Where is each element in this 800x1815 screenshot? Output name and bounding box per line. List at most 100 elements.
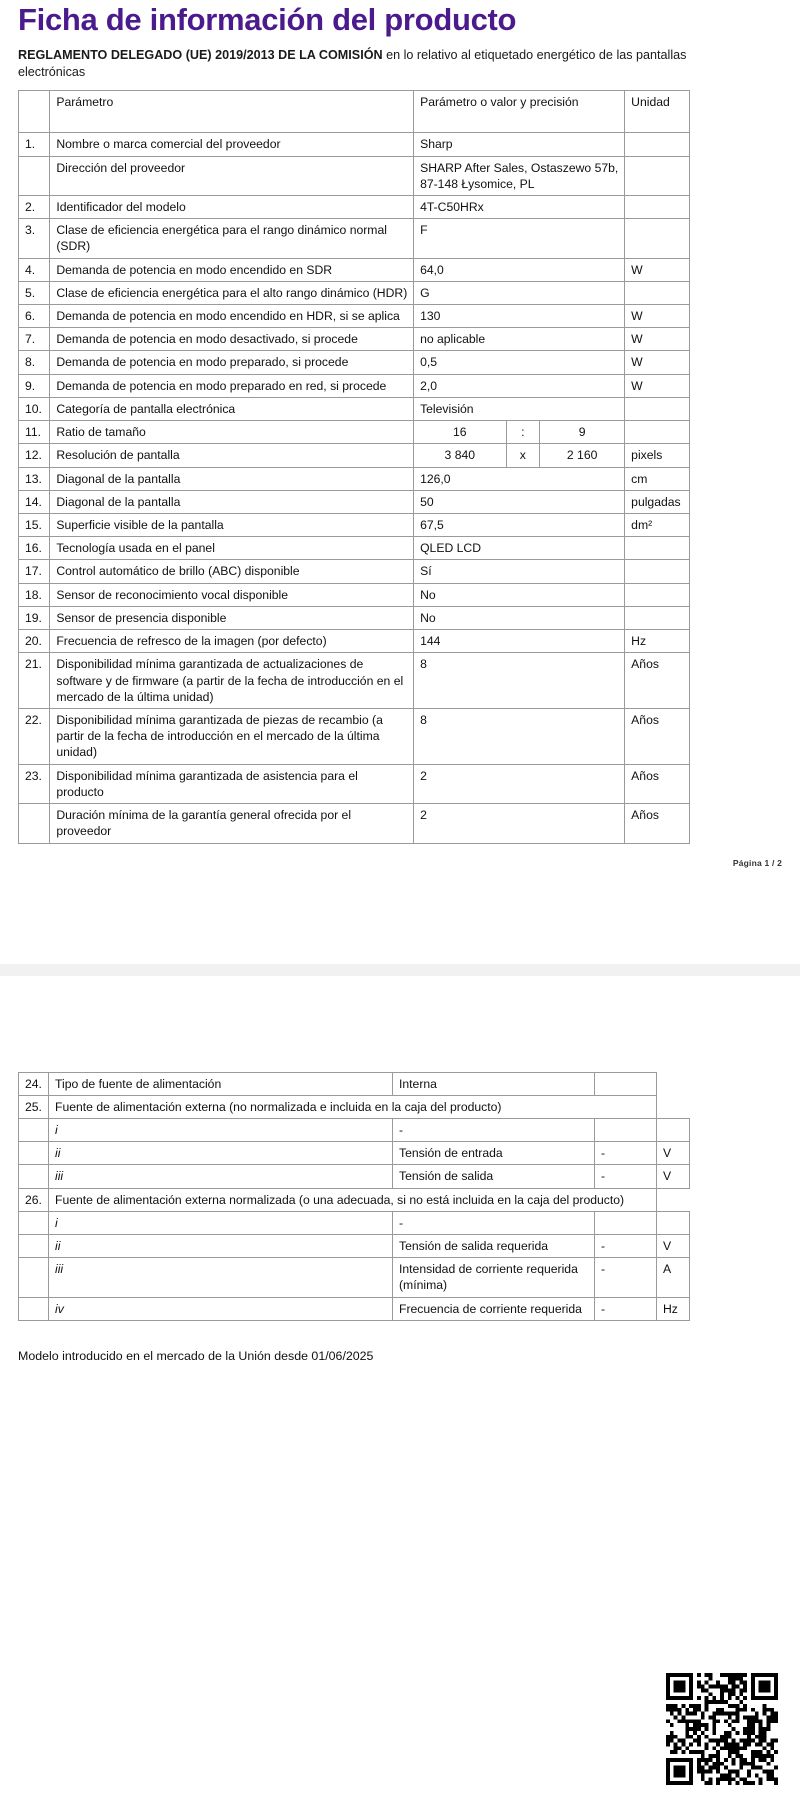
row-number: 9.	[17, 373, 51, 398]
row-number: 23.	[17, 763, 51, 805]
row-number: 24.	[18, 1071, 49, 1096]
qr-code-icon	[666, 1673, 778, 1785]
row-value: SHARP After Sales, Ostaszewo 57b, 87-148…	[413, 155, 626, 196]
table-row: ii Tensión de salida requerida - V	[18, 1234, 690, 1259]
row-unit	[624, 582, 690, 607]
row-unit: A	[656, 1257, 690, 1298]
product-information-sheet: Ficha de información del producto REGLAM…	[0, 3, 800, 1815]
row-unit: Años	[624, 803, 690, 844]
row-unit: W	[624, 373, 690, 398]
row-number: 17.	[17, 559, 51, 584]
row-number	[18, 1234, 49, 1259]
row-unit: W	[624, 257, 690, 282]
table-row: 19. Sensor de presencia disponible No	[17, 605, 690, 631]
row-parameter: Fuente de alimentación externa (no norma…	[48, 1094, 657, 1119]
row-unit: W	[624, 327, 690, 352]
table-row: ii Tensión de entrada - V	[18, 1141, 690, 1166]
row-unit	[624, 132, 690, 157]
row-unit: cm	[624, 466, 690, 491]
row-parameter: Dirección del proveedor	[49, 155, 415, 196]
table-row: 5. Clase de eficiencia energética para el…	[17, 280, 690, 306]
row-number: 25.	[18, 1094, 49, 1119]
page-break-gap	[0, 868, 800, 964]
row-parameter: Sensor de reconocimiento vocal disponibl…	[49, 582, 415, 607]
table-row: 26. Fuente de alimentación externa normal…	[18, 1187, 690, 1212]
table-row: 8. Demanda de potencia en modo preparado,…	[17, 350, 690, 375]
row-value: Sharp	[413, 132, 626, 157]
table-row: 7. Demanda de potencia en modo desactivad…	[17, 327, 690, 352]
row-unit	[656, 1210, 690, 1236]
product-parameters-table: Parámetro Parámetro o valor y precisión …	[17, 90, 690, 844]
row-number: 19.	[17, 605, 51, 631]
row-value: 3 840 x 2 160	[413, 443, 626, 468]
table-row: Duración mínima de la garantía general o…	[17, 803, 690, 844]
row-parameter: -	[392, 1117, 595, 1143]
row-parameter: Clase de eficiencia energética para el r…	[49, 218, 415, 259]
row-parameter: Tecnología usada en el panel	[49, 536, 415, 561]
row-unit: V	[656, 1141, 690, 1166]
row-unit: Años	[624, 652, 690, 709]
row-number: 4.	[17, 257, 51, 282]
row-unit: pixels	[624, 443, 690, 468]
regulation-reference: REGLAMENTO DELEGADO (UE) 2019/2013 DE LA…	[18, 47, 383, 62]
row-number: 11.	[17, 420, 51, 445]
row-parameter: Ratio de tamaño	[49, 420, 415, 445]
row-parameter: Tipo de fuente de alimentación	[48, 1071, 393, 1096]
row-number	[18, 1164, 49, 1189]
row-parameter: Demanda de potencia en modo encendido en…	[49, 257, 415, 282]
row-unit: V	[656, 1164, 690, 1189]
regulation-scope: en lo relativo al etiquetado energético …	[18, 47, 687, 80]
market-introduction-note: Modelo introducido en el mercado de la U…	[18, 1348, 374, 1363]
row-parameter: Control automático de brillo (ABC) dispo…	[49, 559, 415, 584]
row-value: 50	[413, 489, 626, 515]
table-row: Dirección del proveedor SHARP After Sales…	[17, 155, 690, 196]
row-number	[17, 803, 51, 844]
row-roman-index: ii	[48, 1234, 393, 1259]
table-row: 18. Sensor de reconocimiento vocal dispon…	[17, 582, 690, 607]
row-number	[17, 155, 51, 196]
row-value: 16: 9	[413, 420, 626, 445]
row-unit: Años	[624, 707, 690, 765]
row-parameter: Nombre o marca comercial del proveedor	[49, 132, 415, 157]
table-header-row: Parámetro Parámetro o valor y precisión …	[17, 90, 690, 134]
table-row: 23. Disponibilidad mínima garantizada de …	[17, 763, 690, 805]
row-unit: Hz	[624, 629, 690, 654]
row-number	[18, 1257, 49, 1298]
row-number	[18, 1117, 49, 1143]
row-value-part-a: 3 840	[414, 444, 507, 467]
row-value: 126,0	[413, 466, 626, 491]
table-row: 20. Frecuencia de refresco de la imagen (…	[17, 629, 690, 654]
row-unit	[624, 420, 690, 445]
row-unit	[624, 396, 690, 422]
row-value: No	[413, 605, 626, 631]
row-value: F	[413, 218, 626, 259]
row-unit	[624, 559, 690, 584]
table-row: 21. Disponibilidad mínima garantizada de …	[17, 652, 690, 709]
row-value: G	[413, 280, 626, 306]
row-number: 3.	[17, 218, 51, 259]
row-parameter: Frecuencia de corriente requerida	[392, 1296, 595, 1321]
table-row: i-	[18, 1210, 690, 1236]
row-number	[18, 1210, 49, 1236]
power-supply-table-body: 24. Tipo de fuente de alimentación Interna…	[18, 1071, 690, 1321]
table-row: 6. Demanda de potencia en modo encendido …	[17, 304, 690, 329]
row-parameter: Identificador del modelo	[49, 194, 415, 220]
column-header-number	[17, 90, 51, 134]
row-number: 2.	[17, 194, 51, 220]
row-unit	[624, 194, 690, 220]
row-value: -	[594, 1141, 657, 1166]
power-supply-table: 24. Tipo de fuente de alimentación Interna…	[18, 1071, 690, 1321]
row-parameter: Frecuencia de refresco de la imagen (por…	[49, 629, 415, 654]
row-unit	[624, 536, 690, 561]
row-parameter: Tensión de salida requerida	[392, 1234, 595, 1259]
row-parameter: Disponibilidad mínima garantizada de pie…	[49, 707, 415, 765]
row-parameter: Disponibilidad mínima garantizada de act…	[49, 652, 415, 709]
row-parameter: Demanda de potencia en modo preparado en…	[49, 373, 415, 398]
row-value: 8	[413, 707, 626, 765]
row-unit: Años	[624, 763, 690, 805]
row-parameter: Demanda de potencia en modo desactivado,…	[49, 327, 415, 352]
table-row: 22. Disponibilidad mínima garantizada de …	[17, 707, 690, 765]
row-value	[594, 1117, 657, 1143]
table-row: 9. Demanda de potencia en modo preparado …	[17, 373, 690, 398]
row-value: Sí	[413, 559, 626, 584]
